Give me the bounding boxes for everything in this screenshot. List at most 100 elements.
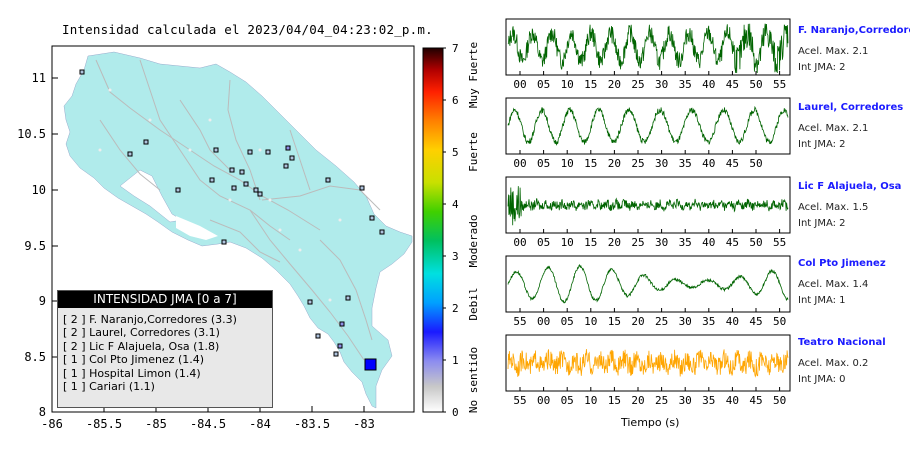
seismogram-tick-label: 25 <box>631 157 644 170</box>
seismogram-tick-label: 55 <box>513 315 526 328</box>
seismogram-tick-label: 05 <box>537 236 550 249</box>
road-network <box>95 59 381 361</box>
seismogram-tick-label: 00 <box>537 315 550 328</box>
seismogram-waveform <box>507 105 789 146</box>
seismogram-frame <box>505 18 791 76</box>
station-name[interactable]: Laurel, Corredores <box>798 102 904 113</box>
station-name[interactable]: Col Pto Jimenez <box>798 258 886 269</box>
colorbar-tick: 1 <box>452 354 459 367</box>
colorbar-label: Fuerte <box>467 132 480 172</box>
seismogram-tick-label: 40 <box>702 78 715 91</box>
light-dots <box>98 88 342 302</box>
legend-list: [ 2 ] F. Naranjo,Corredores (3.3) [ 2 ] … <box>58 313 272 393</box>
seismogram-tick-label: 30 <box>655 78 668 91</box>
seismogram-waveform <box>507 23 789 74</box>
colorbar-tick: 2 <box>452 302 459 315</box>
station-name[interactable]: F. Naranjo,Corredores <box>798 25 910 36</box>
seismogram-tick-label: 05 <box>561 315 574 328</box>
x-tick-label: -85.5 <box>86 417 122 431</box>
colorbar-tick: 0 <box>452 406 459 419</box>
x-tick-label: -83.5 <box>294 417 330 431</box>
seismogram-tick-label: 50 <box>773 315 786 328</box>
station-info: Laurel, Corredores Acel. Max. 2.1 Int JM… <box>798 102 910 155</box>
station-acel: Acel. Max. 2.1 <box>798 123 869 134</box>
seismogram-tick-label: 50 <box>749 157 762 170</box>
station-info: Lic F Alajuela, Osa Acel. Max. 1.5 Int J… <box>798 181 910 234</box>
seismogram-tick-label: 10 <box>584 315 597 328</box>
map-title: Intensidad calculada el 2023/04/04_04:23… <box>62 22 433 37</box>
station-acel: Acel. Max. 0.2 <box>798 358 869 369</box>
seismogram-tick-label: 25 <box>631 236 644 249</box>
colorbar-tick: 3 <box>452 250 459 263</box>
colorbar-label: Moderado <box>467 215 480 268</box>
seismogram-tick-label: 30 <box>679 394 692 407</box>
seismogram-tick-label: 30 <box>679 315 692 328</box>
seismogram-tick-label: 50 <box>749 78 762 91</box>
seismogram-tick-label: 45 <box>726 157 739 170</box>
seismogram-tick-label: 15 <box>584 78 597 91</box>
colorbar-label: No sentido <box>467 347 480 413</box>
legend-item: [ 2 ] Laurel, Corredores (3.1) <box>63 326 220 340</box>
seismogram-frame <box>505 97 791 155</box>
seismogram-tick-label: 25 <box>631 78 644 91</box>
seismogram-tick-label: 40 <box>702 236 715 249</box>
seismogram-tick-label: 55 <box>773 236 786 249</box>
x-tick-label: -84.5 <box>190 417 226 431</box>
y-tick-label: 11 <box>32 71 46 85</box>
time-axis-label: Tiempo (s) <box>621 416 680 429</box>
legend-title: INTENSIDAD JMA [0 a 7] <box>58 291 272 308</box>
seismogram-tick-label: 05 <box>537 78 550 91</box>
seismogram-tick-label: 45 <box>726 78 739 91</box>
x-tick-label: -83 <box>353 417 375 431</box>
station-acel: Acel. Max. 2.1 <box>798 46 869 57</box>
seismogram-frame <box>505 255 791 313</box>
legend-item: [ 2 ] Lic F Alajuela, Osa (1.8) <box>63 339 220 353</box>
seismogram-tick-label: 30 <box>655 157 668 170</box>
seismogram-tick-label: 40 <box>726 315 739 328</box>
station-marker-highlight[interactable] <box>364 358 377 371</box>
station-info: Col Pto Jimenez Acel. Max. 1.4 Int JMA: … <box>798 258 910 311</box>
y-tick-label: 10.5 <box>17 127 46 141</box>
seismogram-tick-label: 35 <box>679 236 692 249</box>
x-tick-label: -86 <box>41 417 63 431</box>
seismogram-tick-label: 00 <box>513 78 526 91</box>
seismogram-waveform <box>507 186 789 226</box>
seismogram-tick-label: 15 <box>584 157 597 170</box>
station-info: F. Naranjo,Corredores Acel. Max. 2.1 Int… <box>798 25 910 78</box>
seismogram-tick-label: 05 <box>537 157 550 170</box>
colorbar-tick: 5 <box>452 146 459 159</box>
legend-item: [ 1 ] Col Pto Jimenez (1.4) <box>63 353 205 367</box>
legend-item: [ 2 ] F. Naranjo,Corredores (3.3) <box>63 313 237 326</box>
seismogram-tick-label: 20 <box>631 315 644 328</box>
station-int: Int JMA: 0 <box>798 374 846 385</box>
seismogram-tick-label: 40 <box>726 394 739 407</box>
seismogram-tick-label: 45 <box>749 315 762 328</box>
y-tick-label: 8.5 <box>24 350 46 364</box>
x-tick-label: -85 <box>145 417 167 431</box>
seismogram-tick-label: 20 <box>608 236 621 249</box>
seismogram-tick-label: 25 <box>655 394 668 407</box>
station-name[interactable]: Lic F Alajuela, Osa <box>798 181 902 192</box>
seismogram-waveform <box>507 349 789 378</box>
station-int: Int JMA: 1 <box>798 295 846 306</box>
seismogram-waveform <box>507 263 789 304</box>
station-markers <box>79 69 385 357</box>
seismogram-tick-label: 10 <box>584 394 597 407</box>
station-acel: Acel. Max. 1.4 <box>798 279 869 290</box>
station-int: Int JMA: 2 <box>798 62 846 73</box>
station-acel: Acel. Max. 1.5 <box>798 202 869 213</box>
seismogram-tick-label: 35 <box>702 394 715 407</box>
seismogram-tick-label: 50 <box>749 236 762 249</box>
seismogram-tick-label: 00 <box>513 157 526 170</box>
y-tick-label: 9 <box>39 294 46 308</box>
seismogram-tick-label: 35 <box>679 78 692 91</box>
colorbar-gradient <box>422 47 444 413</box>
colorbar-tick: 6 <box>452 94 459 107</box>
station-name[interactable]: Teatro Nacional <box>798 337 886 348</box>
station-int: Int JMA: 2 <box>798 139 846 150</box>
intensity-legend: INTENSIDAD JMA [0 a 7] [ 2 ] F. Naranjo,… <box>57 290 273 408</box>
